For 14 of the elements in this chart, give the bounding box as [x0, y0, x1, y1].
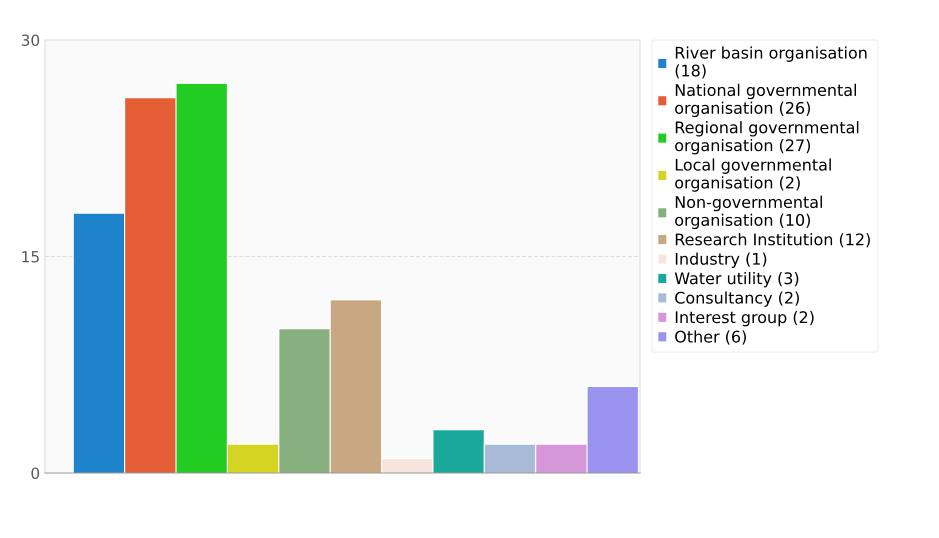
legend-label: Industry (1) — [676, 252, 766, 268]
legend-label: National governmental organisation (26) — [675, 84, 856, 118]
legend-label: Consultancy (2) — [675, 291, 799, 307]
legend-label: Research Institution (12) — [676, 233, 870, 248]
legend-label: Non-governmental organisation (10) — [675, 196, 822, 230]
y-tick-label: 30 — [22, 34, 40, 46]
y-tick-label: 15 — [22, 251, 39, 263]
legend-label: River basin organisation (18) — [676, 46, 866, 79]
y-tick-label: 0 — [31, 467, 40, 480]
legend-label: Local governmental organisation (2) — [675, 158, 831, 192]
legend-label: Regional governmental organisation (27) — [675, 121, 858, 154]
legend-label: Water utility (3) — [674, 272, 798, 288]
legend-label: Interest group (2) — [676, 310, 814, 326]
legend-label: Other (6) — [675, 330, 746, 345]
